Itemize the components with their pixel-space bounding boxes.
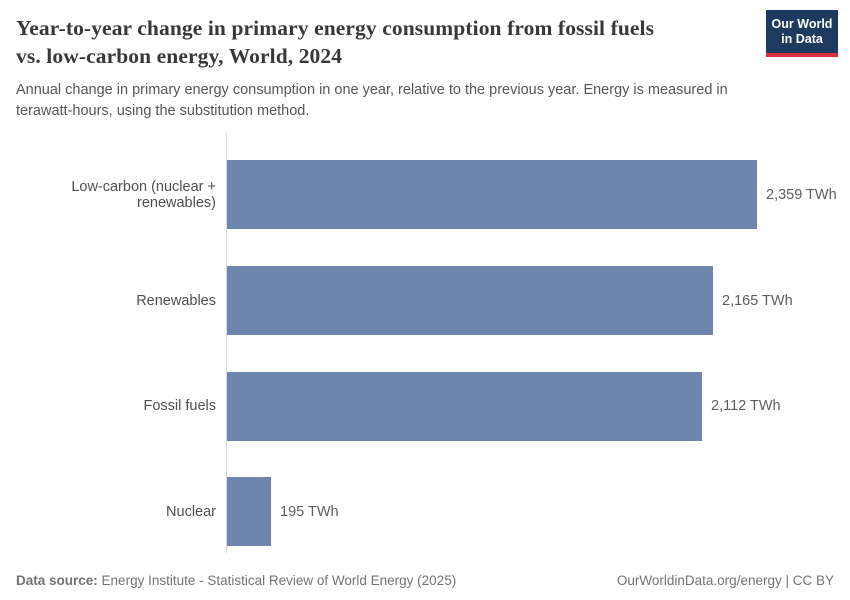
bar[interactable]: [227, 160, 757, 230]
chart-footer: Data source: Energy Institute - Statisti…: [16, 563, 834, 588]
plot-area: 195 TWh: [226, 477, 834, 547]
data-source: Data source: Energy Institute - Statisti…: [16, 573, 456, 588]
bar-rows: Low-carbon (nuclear + renewables) 2,359 …: [16, 146, 837, 561]
chart-header: Year-to-year change in primary energy co…: [16, 10, 838, 122]
bar-row: Renewables 2,165 TWh: [16, 252, 834, 350]
bar-chart: Low-carbon (nuclear + renewables) 2,359 …: [16, 131, 837, 563]
owid-logo-line1: Our World: [771, 17, 833, 31]
plot-area: 2,359 TWh: [226, 160, 837, 230]
data-source-label: Data source:: [16, 573, 98, 588]
bar-row: Low-carbon (nuclear + renewables) 2,359 …: [16, 146, 837, 244]
category-label: Fossil fuels: [143, 398, 216, 415]
chart-title: Year-to-year change in primary energy co…: [16, 16, 655, 69]
license-link[interactable]: OurWorldinData.org/energy | CC BY: [616, 573, 834, 588]
bar-row: Fossil fuels 2,112 TWh: [16, 357, 834, 455]
bar[interactable]: [227, 477, 271, 547]
value-label: 2,112 TWh: [711, 398, 781, 415]
owid-logo[interactable]: Our World in Data: [766, 10, 838, 57]
plot-area: 2,165 TWh: [226, 266, 834, 336]
bar[interactable]: [227, 266, 713, 336]
category-label: Renewables: [136, 292, 216, 309]
data-source-text: Energy Institute - Statistical Review of…: [101, 573, 457, 588]
y-axis-line: [226, 131, 227, 553]
value-label: 2,165 TWh: [722, 292, 793, 309]
plot-area: 2,112 TWh: [226, 371, 834, 441]
value-label: 195 TWh: [280, 503, 339, 520]
bar[interactable]: [227, 371, 702, 441]
owid-logo-line2: in Data: [781, 32, 823, 46]
category-label: Nuclear: [166, 503, 216, 520]
bar-row: Nuclear 195 TWh: [16, 463, 834, 561]
category-label: Low-carbon (nuclear + renewables): [71, 178, 216, 211]
chart-subtitle: Annual change in primary energy consumpt…: [16, 81, 728, 119]
value-label: 2,359 TWh: [766, 186, 837, 203]
